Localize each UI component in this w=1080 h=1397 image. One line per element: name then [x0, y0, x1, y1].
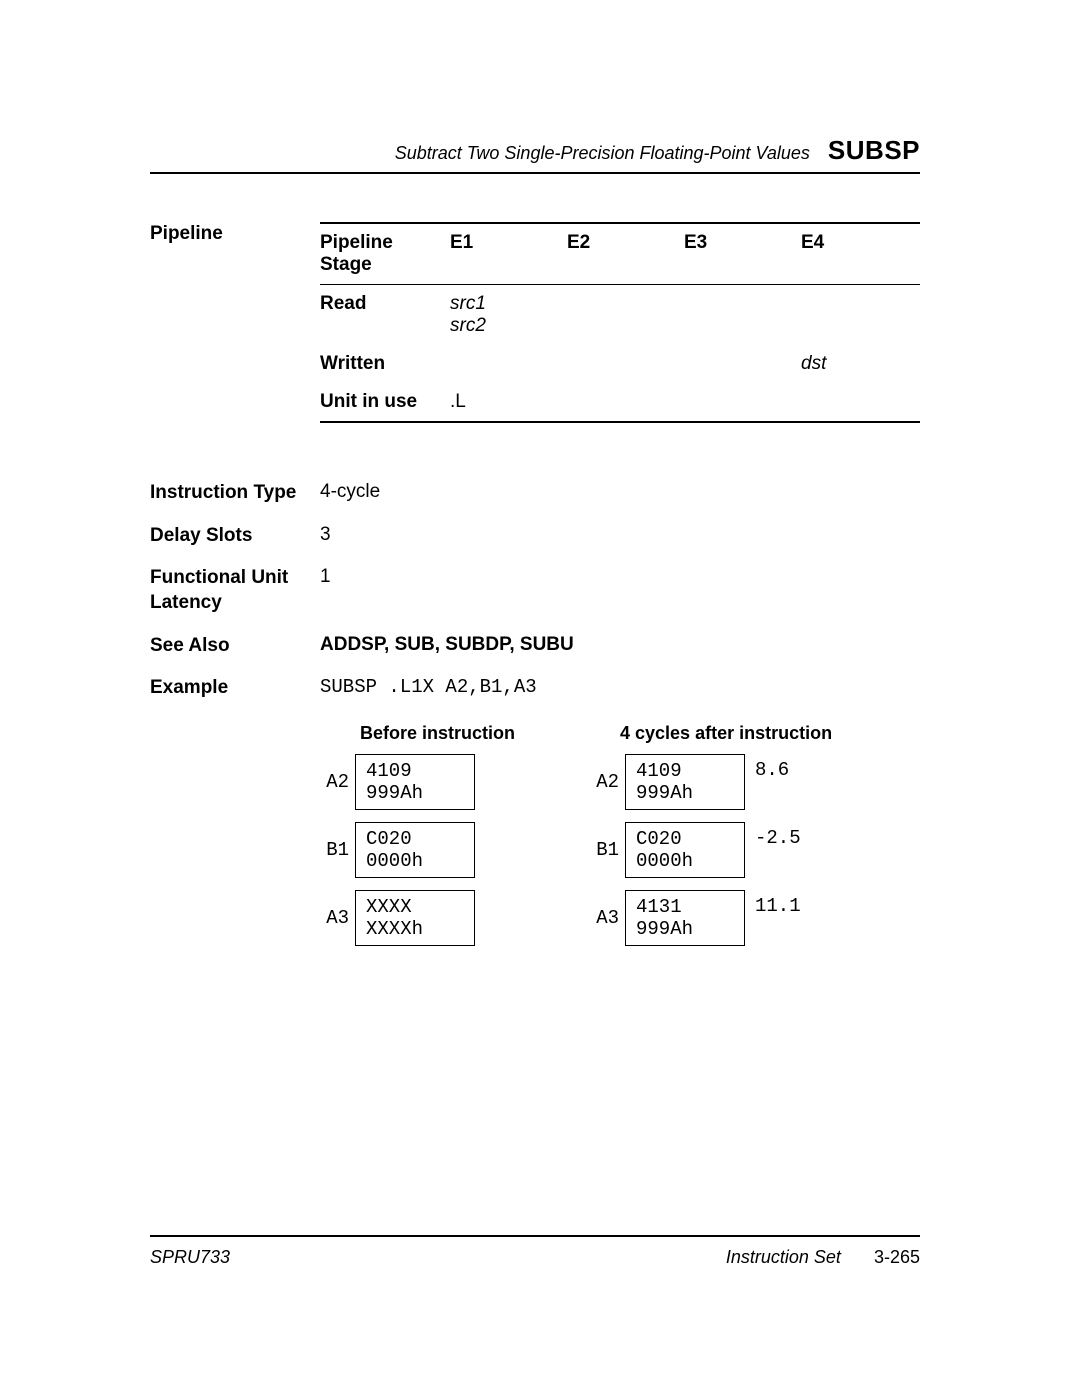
reg-name: B1: [590, 822, 625, 878]
field-value: ADDSP, SUB, SUBDP, SUBU: [320, 634, 574, 656]
header-subtitle: Subtract Two Single-Precision Floating-P…: [395, 143, 810, 164]
page-header: Subtract Two Single-Precision Floating-P…: [150, 135, 920, 174]
pipeline-table: Pipeline Stage E1 E2 E3 E4 Read src1 src…: [320, 222, 920, 423]
pipeline-section: Pipeline Pipeline Stage E1 E2 E3 E4 Read…: [150, 222, 920, 423]
reg-row: A3 4131 999Ah 11.1: [590, 890, 890, 946]
pipeline-cell: [684, 391, 801, 413]
pipeline-cell: [450, 353, 567, 375]
after-block: 4 cycles after instruction A2 4109 999Ah…: [590, 723, 890, 958]
reg-row: A3 XXXX XXXXh: [320, 890, 590, 946]
pipeline-cell: [684, 353, 801, 375]
footer-doc-id: SPRU733: [150, 1247, 230, 1268]
example-tables-row: Before instruction A2 4109 999Ah B1 C020…: [150, 723, 920, 958]
pipeline-label: Pipeline: [150, 222, 320, 423]
pipeline-row-unit: Unit in use .L: [320, 383, 920, 421]
reg-name: B1: [320, 822, 355, 878]
pipeline-row-label: Written: [320, 353, 450, 375]
before-title: Before instruction: [320, 723, 590, 744]
reg-hex: 4109 999Ah: [625, 754, 745, 810]
reg-decimal: -2.5: [745, 822, 811, 878]
pipeline-cell: .L: [450, 391, 567, 413]
reg-name: A3: [590, 890, 625, 946]
fields-section: Instruction Type 4-cycle Delay Slots 3 F…: [150, 481, 920, 958]
field-functional-unit-latency: Functional Unit Latency 1: [150, 566, 920, 615]
footer-page: 3-265: [874, 1247, 920, 1267]
reg-hex: XXXX XXXXh: [355, 890, 475, 946]
pipeline-col-e1: E1: [450, 232, 567, 276]
reg-name: A3: [320, 890, 355, 946]
field-label: Example: [150, 676, 320, 701]
pipeline-header-stage: Pipeline Stage: [320, 232, 450, 276]
reg-hex: 4131 999Ah: [625, 890, 745, 946]
pipeline-content: Pipeline Stage E1 E2 E3 E4 Read src1 src…: [320, 222, 920, 423]
field-value: 4-cycle: [320, 481, 380, 503]
reg-decimal: 8.6: [745, 754, 799, 810]
example-tables: Before instruction A2 4109 999Ah B1 C020…: [320, 723, 890, 958]
pipeline-cell: [567, 293, 684, 337]
field-label: Delay Slots: [150, 524, 320, 549]
field-delay-slots: Delay Slots 3: [150, 524, 920, 549]
reg-row: B1 C020 0000h -2.5: [590, 822, 890, 878]
after-title: 4 cycles after instruction: [590, 723, 890, 744]
field-label: Instruction Type: [150, 481, 320, 506]
header-title: SUBSP: [828, 135, 920, 166]
pipeline-col-e2: E2: [567, 232, 684, 276]
reg-name: A2: [590, 754, 625, 810]
reg-hex: C020 0000h: [625, 822, 745, 878]
pipeline-row-written: Written dst: [320, 345, 920, 383]
reg-decimal: 11.1: [745, 890, 811, 946]
pipeline-row-label: Unit in use: [320, 391, 450, 413]
field-value: 3: [320, 524, 331, 546]
pipeline-row-read: Read src1 src2: [320, 285, 920, 345]
field-see-also: See Also ADDSP, SUB, SUBDP, SUBU: [150, 634, 920, 659]
field-label: Functional Unit Latency: [150, 566, 320, 615]
pipeline-cell: [801, 391, 918, 413]
reg-row: A2 4109 999Ah 8.6: [590, 754, 890, 810]
pipeline-table-header: Pipeline Stage E1 E2 E3 E4: [320, 224, 920, 285]
page-footer: SPRU733 Instruction Set 3-265: [150, 1235, 920, 1268]
pipeline-cell: dst: [801, 353, 918, 375]
reg-row: B1 C020 0000h: [320, 822, 590, 878]
footer-section: Instruction Set: [726, 1247, 841, 1267]
pipeline-cell: [567, 391, 684, 413]
page-content: Subtract Two Single-Precision Floating-P…: [150, 135, 920, 976]
pipeline-cell: src1 src2: [450, 293, 567, 337]
reg-row: A2 4109 999Ah: [320, 754, 590, 810]
pipeline-cell: [684, 293, 801, 337]
field-value: SUBSP .L1X A2,B1,A3: [320, 676, 537, 698]
pipeline-cell: [567, 353, 684, 375]
reg-name: A2: [320, 754, 355, 810]
field-label: See Also: [150, 634, 320, 659]
reg-hex: C020 0000h: [355, 822, 475, 878]
footer-right: Instruction Set 3-265: [726, 1247, 920, 1268]
before-block: Before instruction A2 4109 999Ah B1 C020…: [320, 723, 590, 958]
reg-hex: 4109 999Ah: [355, 754, 475, 810]
pipeline-col-e3: E3: [684, 232, 801, 276]
field-instruction-type: Instruction Type 4-cycle: [150, 481, 920, 506]
pipeline-cell: [801, 293, 918, 337]
field-example: Example SUBSP .L1X A2,B1,A3: [150, 676, 920, 701]
field-value: 1: [320, 566, 331, 588]
pipeline-col-e4: E4: [801, 232, 918, 276]
pipeline-row-label: Read: [320, 293, 450, 337]
